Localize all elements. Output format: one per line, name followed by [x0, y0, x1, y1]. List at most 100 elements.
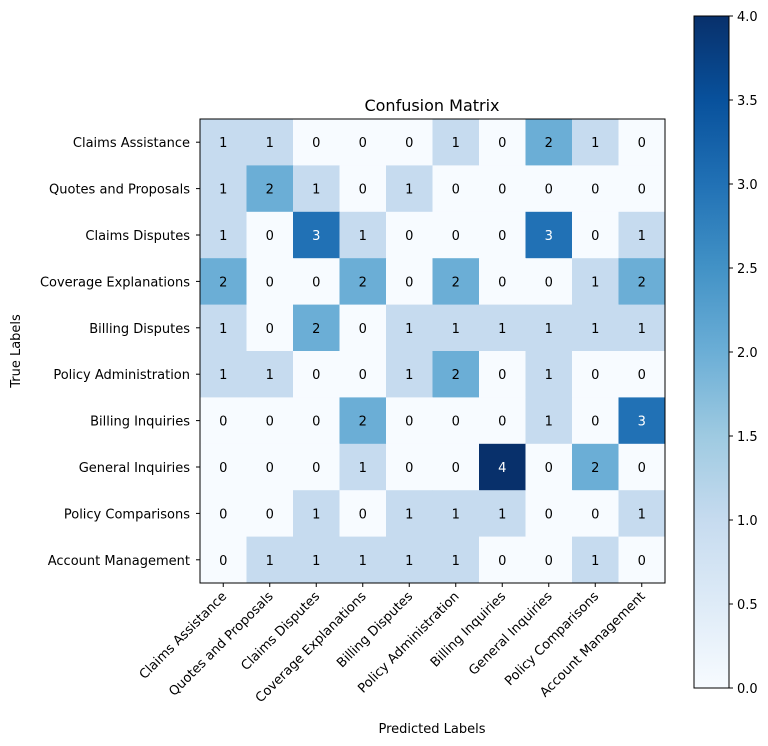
- colorbar-tick-label: 1.5: [737, 430, 758, 445]
- heatmap-cell: [432, 211, 480, 259]
- cell-value-label: 1: [591, 554, 599, 569]
- heatmap-cell: [339, 165, 387, 213]
- heatmap-cell: [293, 443, 340, 491]
- cell-value-label: 3: [545, 229, 553, 244]
- cell-value-label: 0: [498, 368, 506, 383]
- cell-value-label: 0: [591, 368, 599, 383]
- heatmap-cell: [432, 397, 480, 445]
- cell-value-label: 2: [266, 183, 274, 198]
- cell-value-label: 0: [545, 507, 553, 522]
- cell-value-label: 0: [405, 275, 413, 290]
- x-tick-label: Claims Assistance: [137, 589, 230, 682]
- cell-value-label: 0: [452, 415, 460, 430]
- heatmap-cell: [200, 258, 247, 305]
- cell-value-label: 0: [545, 554, 553, 569]
- cell-value-label: 0: [638, 554, 646, 569]
- cell-value-label: 0: [266, 461, 274, 476]
- cell-value-label: 0: [219, 507, 227, 522]
- y-tick-label: Billing Inquiries: [90, 415, 190, 430]
- cell-value-label: 1: [452, 554, 460, 569]
- cell-value-label: 0: [591, 507, 599, 522]
- cell-value-label: 1: [359, 229, 367, 244]
- colorbar-tick-label: 0.5: [737, 598, 758, 613]
- heatmap-cell: [246, 211, 294, 259]
- y-axis-label: True Labels: [9, 314, 24, 389]
- cell-value-label: 2: [452, 275, 460, 290]
- heatmap-cell: [618, 119, 666, 166]
- colorbar-tick-label: 3.0: [737, 178, 758, 193]
- heatmap-cell: [386, 536, 433, 584]
- heatmap-cell: [200, 351, 247, 398]
- heatmap-cell: [572, 304, 619, 352]
- cell-value-label: 1: [312, 507, 320, 522]
- heatmap-cell: [386, 119, 433, 166]
- heatmap-cell: [618, 258, 666, 305]
- heatmap-cell: [432, 536, 480, 584]
- cell-value-label: 1: [312, 183, 320, 198]
- heatmap-cell: [618, 397, 666, 445]
- heatmap-cell: [386, 443, 433, 491]
- cell-value-label: 1: [405, 183, 413, 198]
- heatmap-cell: [293, 490, 340, 537]
- heatmap-cell: [293, 258, 340, 305]
- cell-value-label: 0: [312, 275, 320, 290]
- cell-value-label: 0: [359, 183, 367, 198]
- cell-value-label: 0: [266, 275, 274, 290]
- heatmap-cell: [200, 490, 247, 537]
- heatmap-cell: [246, 119, 294, 166]
- cell-value-label: 1: [266, 368, 274, 383]
- cell-value-label: 3: [638, 415, 646, 430]
- cell-value-label: 0: [359, 322, 367, 337]
- heatmap-cell: [432, 165, 480, 213]
- heatmap-cell: [200, 119, 247, 166]
- cell-value-label: 2: [312, 322, 320, 337]
- heatmap-cell: [525, 397, 573, 445]
- cell-value-label: 1: [312, 554, 320, 569]
- cell-value-label: 2: [359, 275, 367, 290]
- heatmap-cell: [293, 211, 340, 259]
- cell-value-label: 0: [498, 136, 506, 151]
- cell-value-label: 1: [591, 136, 599, 151]
- cell-value-label: 0: [405, 461, 413, 476]
- cell-value-label: 0: [266, 415, 274, 430]
- heatmap-cell: [479, 351, 526, 398]
- y-tick-label: Claims Disputes: [85, 229, 190, 244]
- cell-value-label: 0: [219, 554, 227, 569]
- heatmap-cell: [618, 304, 666, 352]
- cell-value-label: 0: [638, 183, 646, 198]
- heatmap-cell-labels: 1 1 0 0 0 1 0 2 1 0 1 2 1 0 1 0 0 0 0 0 1 0 3 1 0 0 0 3 0 1 2 0 0 2 0 2 0 0 1 2…: [219, 136, 646, 569]
- cell-value-label: 0: [591, 183, 599, 198]
- heatmap-cell: [525, 211, 573, 259]
- heatmap-cell: [572, 165, 619, 213]
- heatmap-cell: [339, 119, 387, 166]
- cell-value-label: 2: [591, 461, 599, 476]
- cell-value-label: 0: [498, 554, 506, 569]
- cell-value-label: 0: [452, 229, 460, 244]
- heatmap-cell: [479, 397, 526, 445]
- cell-value-label: 0: [312, 461, 320, 476]
- cell-value-label: 2: [219, 275, 227, 290]
- heatmap-cell: [525, 490, 573, 537]
- cell-value-label: 0: [266, 229, 274, 244]
- cell-value-label: 1: [359, 461, 367, 476]
- heatmap-cell: [479, 119, 526, 166]
- cell-value-label: 1: [452, 136, 460, 151]
- cell-value-label: 0: [591, 415, 599, 430]
- cell-value-label: 1: [498, 322, 506, 337]
- heatmap-cell: [525, 443, 573, 491]
- heatmap-cell: [246, 351, 294, 398]
- heatmap-cell: [572, 397, 619, 445]
- heatmap-cell: [386, 211, 433, 259]
- cell-value-label: 1: [405, 507, 413, 522]
- heatmap-cell: [386, 490, 433, 537]
- heatmap-cell: [572, 211, 619, 259]
- x-tick-label: General Inquiries: [466, 589, 555, 678]
- heatmap-cell: [246, 304, 294, 352]
- heatmap-cell: [432, 258, 480, 305]
- cell-value-label: 1: [545, 368, 553, 383]
- heatmap-cell: [479, 443, 526, 491]
- cell-value-label: 0: [312, 368, 320, 383]
- heatmap-cell: [386, 351, 433, 398]
